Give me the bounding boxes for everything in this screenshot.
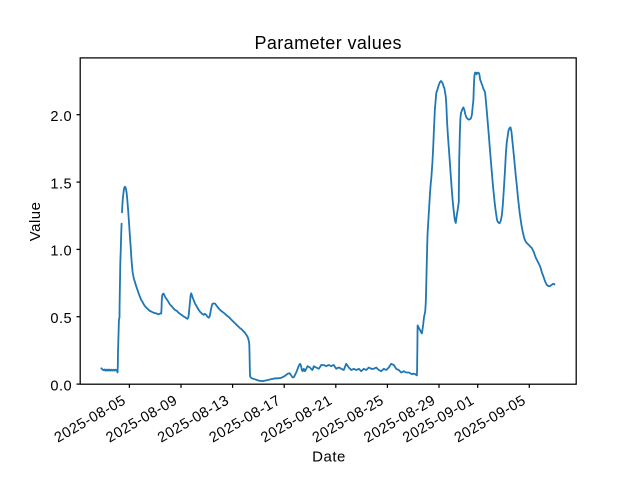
svg-text:0.0: 0.0 [50, 378, 72, 394]
svg-text:Parameter values: Parameter values [254, 33, 401, 53]
svg-text:0.5: 0.5 [50, 311, 72, 327]
svg-text:1.5: 1.5 [50, 176, 72, 192]
svg-text:Value: Value [27, 202, 44, 242]
svg-text:1.0: 1.0 [50, 244, 72, 260]
svg-text:Date: Date [312, 448, 346, 465]
svg-text:2.0: 2.0 [50, 109, 72, 125]
